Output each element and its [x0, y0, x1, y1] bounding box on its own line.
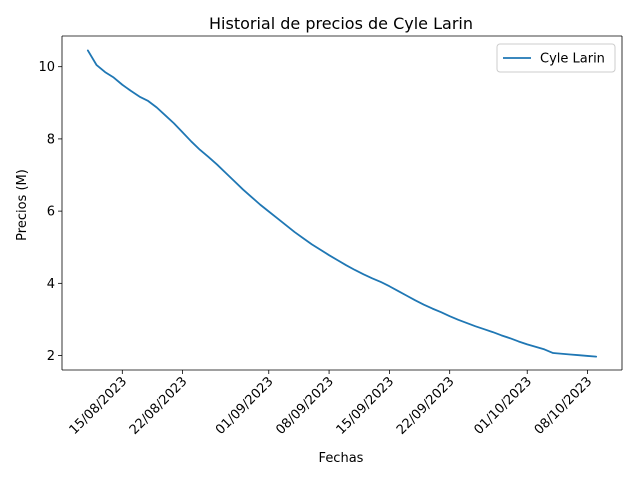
chart-title: Historial de precios de Cyle Larin: [209, 14, 473, 33]
x-tick-label: 08/09/2023: [273, 374, 337, 438]
x-tick-label: 01/10/2023: [471, 374, 535, 438]
y-axis-title: Precios (M): [15, 169, 30, 241]
x-tick-label: 08/10/2023: [532, 374, 596, 438]
legend: Cyle Larin: [496, 43, 616, 73]
x-tick-label: 22/08/2023: [127, 374, 191, 438]
y-axis: 2 4 6 8 10: [38, 60, 62, 364]
legend-box: [496, 43, 616, 73]
y-tick-label: 4: [47, 277, 55, 292]
x-tick-label: 01/09/2023: [213, 374, 277, 438]
legend-label-cyle-larin: Cyle Larin: [540, 52, 605, 67]
plot-frame: [61, 35, 623, 371]
x-axis-title: Fechas: [319, 451, 364, 466]
x-tick-label: 22/09/2023: [394, 374, 458, 438]
y-tick-label: 6: [47, 205, 55, 220]
series-line-cyle-larin: [86, 49, 598, 358]
y-tick-label: 2: [47, 349, 55, 364]
y-tick-label: 8: [47, 132, 55, 147]
x-tick-label: 15/08/2023: [67, 374, 131, 438]
plot-area: [62, 36, 622, 370]
y-tick-label: 10: [38, 60, 55, 75]
x-tick-label: 15/09/2023: [334, 374, 398, 438]
